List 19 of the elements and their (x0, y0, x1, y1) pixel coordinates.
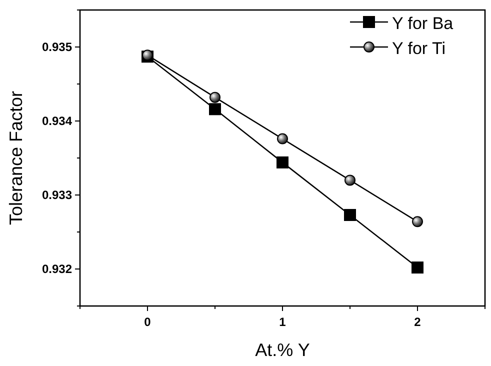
x-axis-title: At.% Y (255, 340, 310, 360)
y-tick-label: 0.934 (42, 114, 72, 128)
point (344, 174, 356, 186)
point (209, 103, 221, 116)
point (412, 262, 424, 274)
point (277, 133, 288, 144)
legend-label: Y for Ti (392, 39, 446, 58)
legend-label: Y for Ba (392, 14, 454, 33)
y-tick-label: 0.933 (42, 188, 72, 202)
x-tick-label: 2 (414, 315, 422, 329)
x-tick-label: 0 (144, 315, 152, 329)
y-axis-title: Tolerance Factor (6, 90, 26, 226)
point (344, 208, 356, 221)
point (412, 216, 423, 228)
x-tick-label: 1 (279, 315, 286, 329)
point (210, 92, 220, 103)
point (276, 156, 288, 168)
y-tick-label: 0.932 (42, 262, 72, 276)
y-tick-label: 0.935 (42, 40, 72, 54)
